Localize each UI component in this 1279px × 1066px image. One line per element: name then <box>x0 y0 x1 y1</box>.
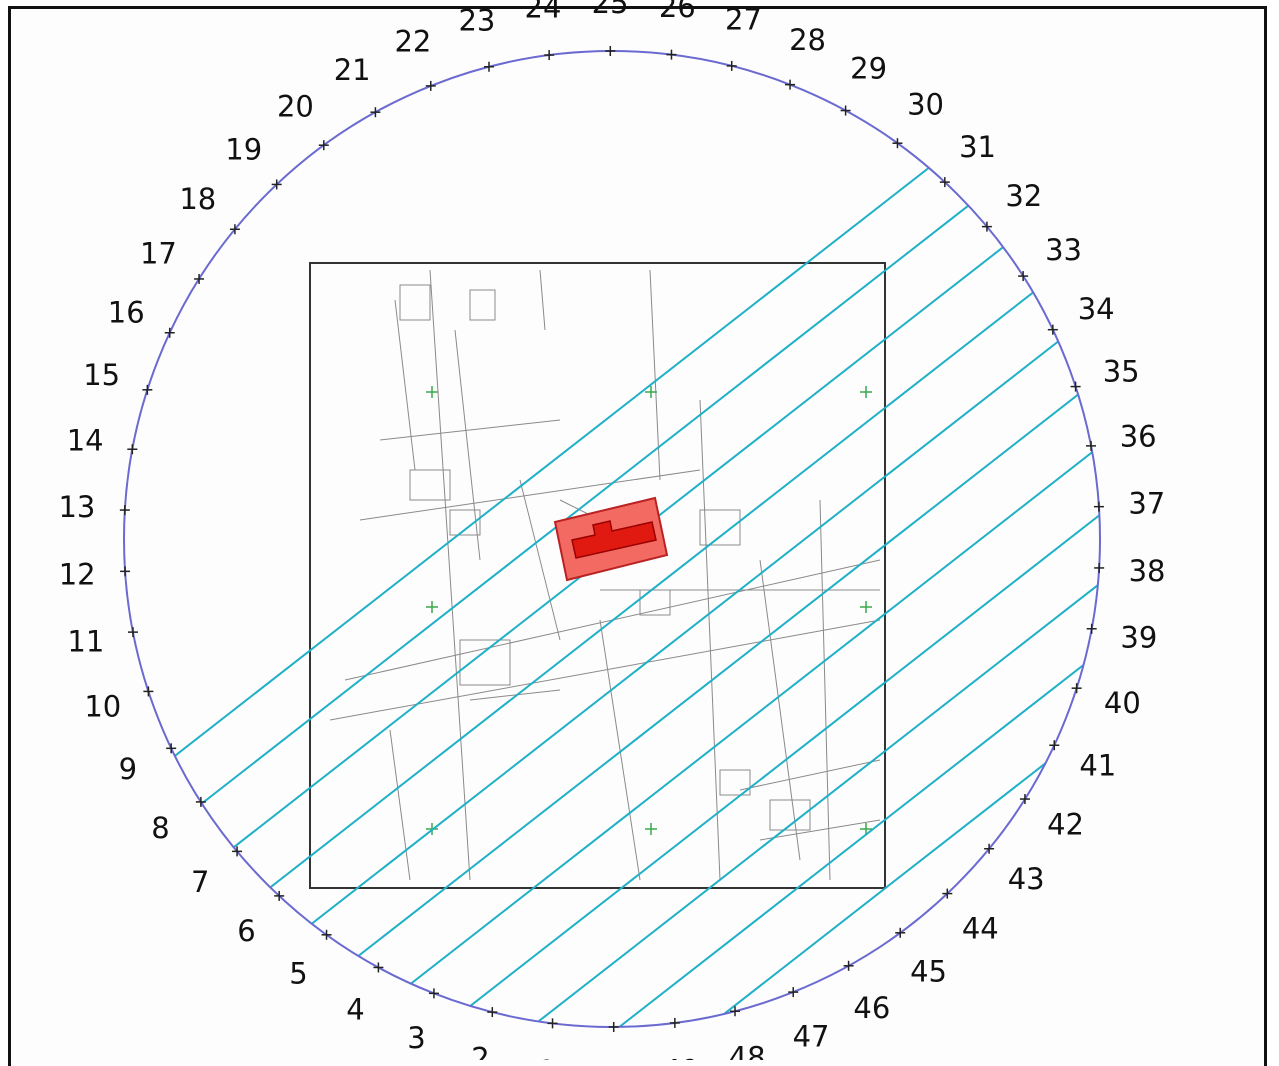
point-label: 23 <box>458 3 495 37</box>
point-label: 6 <box>237 914 255 948</box>
map-frame <box>309 262 886 889</box>
map-line <box>519 479 561 641</box>
point-label: 42 <box>1047 808 1084 842</box>
transect-line <box>576 51 1100 1027</box>
point-label: 9 <box>119 752 137 786</box>
map-parcel <box>769 799 811 831</box>
map-line <box>329 619 881 721</box>
point-label: 20 <box>277 89 314 123</box>
source-building <box>553 496 669 582</box>
point-label: 28 <box>789 23 826 57</box>
point-label: 41 <box>1079 749 1116 783</box>
transect-line <box>752 51 1100 1027</box>
transect-line <box>400 51 1100 1027</box>
point-label: 22 <box>394 24 431 58</box>
point-label: 33 <box>1045 233 1082 267</box>
map-parcel <box>719 769 751 796</box>
building-core <box>571 520 657 559</box>
transect-line <box>312 51 1100 1027</box>
point-label: 8 <box>151 811 169 845</box>
point-label: 47 <box>793 1020 830 1054</box>
point-labels: 1234567891011121314151617181920212223242… <box>58 0 1165 1060</box>
map-line <box>699 399 721 881</box>
map-line <box>759 819 881 841</box>
map-line <box>429 269 471 881</box>
map-parcel <box>639 589 671 616</box>
point-label: 35 <box>1103 355 1140 389</box>
point-label: 49 <box>663 1054 700 1060</box>
point-label: 15 <box>83 358 120 392</box>
point-label: 3 <box>407 1021 425 1055</box>
point-label: 16 <box>108 295 145 329</box>
point-label: 10 <box>84 689 121 723</box>
map-parcel <box>449 509 481 536</box>
transect-line <box>224 51 1100 1027</box>
map-line <box>469 689 561 701</box>
point-label: 44 <box>962 911 999 945</box>
map-line <box>539 269 546 331</box>
point-label: 13 <box>58 490 95 524</box>
map-line <box>359 469 701 521</box>
map-line <box>819 499 831 881</box>
point-label: 4 <box>346 993 364 1027</box>
point-label: 30 <box>907 87 944 121</box>
point-label: 31 <box>959 130 996 164</box>
point-label: 2 <box>471 1042 489 1060</box>
point-label: 40 <box>1104 686 1141 720</box>
point-label: 29 <box>850 51 887 85</box>
point-label: 24 <box>525 0 562 24</box>
map-parcel <box>469 289 496 321</box>
map-line <box>599 619 641 881</box>
point-label: 11 <box>67 624 104 658</box>
point-label: 21 <box>334 53 371 87</box>
map-parcel <box>459 639 511 686</box>
transect-line <box>124 51 1100 1027</box>
point-label: 48 <box>729 1041 766 1060</box>
point-label: 25 <box>592 0 629 20</box>
map-line <box>379 419 561 441</box>
point-label: 46 <box>853 991 890 1025</box>
transect-line <box>136 51 1100 1027</box>
point-label: 27 <box>725 2 762 36</box>
point-label: 5 <box>289 957 307 991</box>
point-label: 43 <box>1008 862 1045 896</box>
point-label: 45 <box>910 955 947 989</box>
point-label: 14 <box>67 423 104 457</box>
site-map <box>329 269 881 881</box>
point-label: 32 <box>1005 179 1042 213</box>
point-label: 39 <box>1120 621 1157 655</box>
map-parcel <box>409 469 451 501</box>
point-label: 7 <box>191 865 209 899</box>
point-label: 18 <box>179 182 216 216</box>
map-line <box>389 729 411 881</box>
map-parcel <box>399 284 431 321</box>
transect-line <box>124 51 1100 1027</box>
point-label: 12 <box>59 558 96 592</box>
transect-line <box>488 51 1100 1027</box>
point-label: 17 <box>140 236 177 270</box>
point-label: 37 <box>1128 486 1165 520</box>
point-label: 26 <box>659 0 696 24</box>
point-label: 34 <box>1078 292 1115 326</box>
point-label: 38 <box>1129 554 1166 588</box>
transect-line <box>664 51 1100 1027</box>
map-line <box>394 299 416 471</box>
transect-line <box>840 51 1100 1027</box>
point-label: 50 <box>595 1058 632 1060</box>
map-line <box>759 559 801 861</box>
map-line <box>739 759 881 791</box>
map-line <box>649 269 661 481</box>
point-label: 19 <box>225 133 262 167</box>
point-label: 36 <box>1120 420 1157 454</box>
map-line <box>454 329 481 561</box>
point-label: 1 <box>537 1054 555 1060</box>
map-parcel <box>699 509 741 546</box>
boundary-ticks <box>119 46 1105 1032</box>
